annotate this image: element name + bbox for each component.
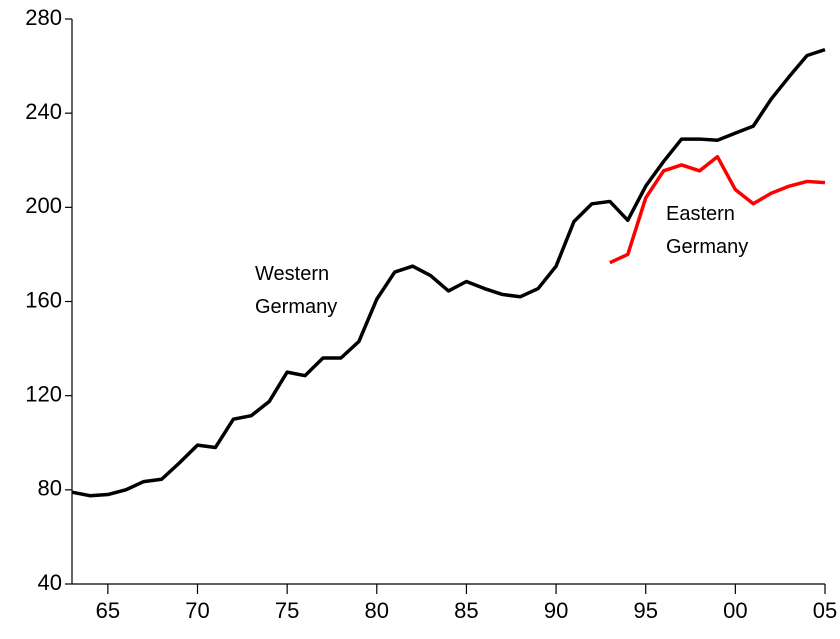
series-annotation: Eastern Germany bbox=[666, 203, 749, 258]
y-tick-label: 280 bbox=[25, 5, 62, 30]
y-tick-label: 160 bbox=[25, 287, 62, 312]
x-tick-label: 75 bbox=[275, 598, 299, 623]
y-tick-label: 40 bbox=[38, 570, 62, 595]
y-tick-label: 80 bbox=[38, 476, 62, 501]
x-tick-label: 00 bbox=[723, 598, 747, 623]
x-tick-label: 90 bbox=[544, 598, 568, 623]
line-series bbox=[71, 47, 826, 498]
y-tick-label: 120 bbox=[25, 381, 62, 406]
x-tick-label: 80 bbox=[365, 598, 389, 623]
x-tick-label: 65 bbox=[96, 598, 120, 623]
series-annotation: Western Germany bbox=[255, 263, 338, 318]
y-tick-label: 200 bbox=[25, 193, 62, 218]
y-tick-label: 240 bbox=[25, 99, 62, 124]
x-tick-label: 85 bbox=[454, 598, 478, 623]
x-tick-label: 95 bbox=[633, 598, 657, 623]
x-tick-label: 05 bbox=[813, 598, 837, 623]
x-tick-label: 70 bbox=[185, 598, 209, 623]
line-series bbox=[609, 154, 826, 265]
